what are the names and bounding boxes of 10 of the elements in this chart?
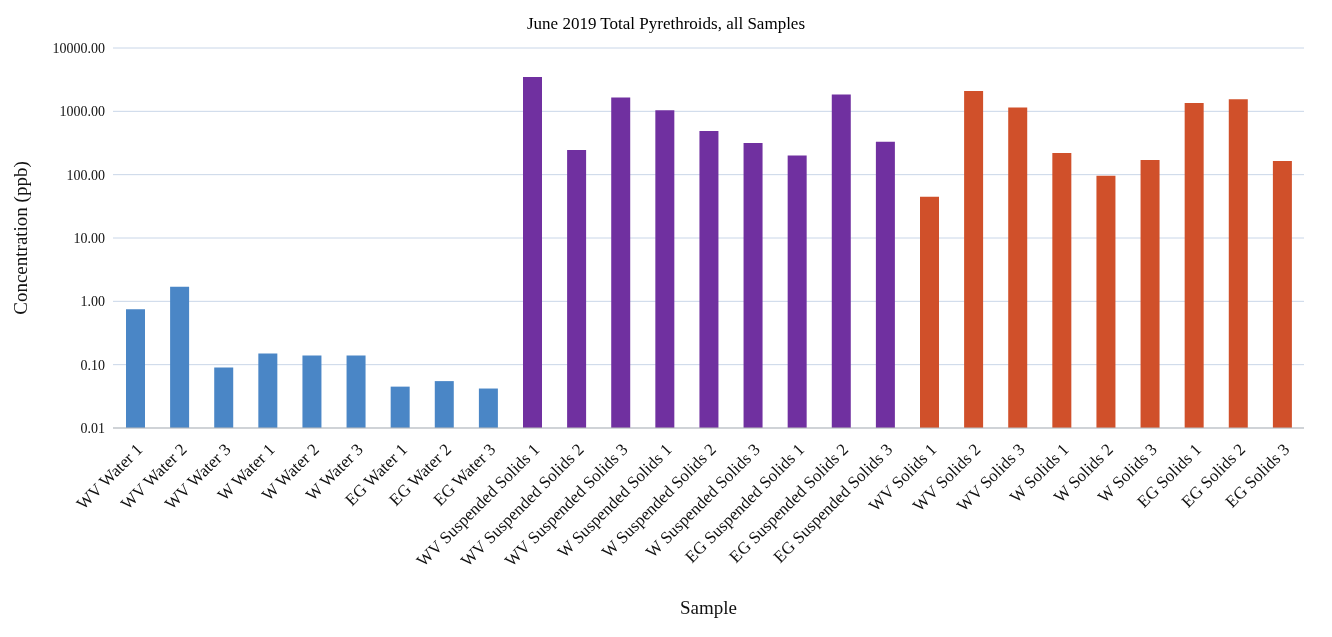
y-tick-label: 0.10 — [80, 357, 105, 373]
y-tick-label: 0.01 — [80, 420, 105, 436]
y-tick-label: 1000.00 — [59, 104, 105, 120]
chart-title: June 2019 Total Pyrethroids, all Samples — [526, 13, 806, 35]
y-tick-label: 100.00 — [66, 167, 105, 183]
y-axis-title: Concentration (ppb) — [9, 161, 32, 315]
x-axis-title: Sample — [680, 597, 737, 618]
y-tick-label: 1.00 — [80, 294, 105, 310]
y-tick-label: 10000.00 — [52, 40, 105, 56]
y-tick-label: 10.00 — [73, 230, 105, 246]
